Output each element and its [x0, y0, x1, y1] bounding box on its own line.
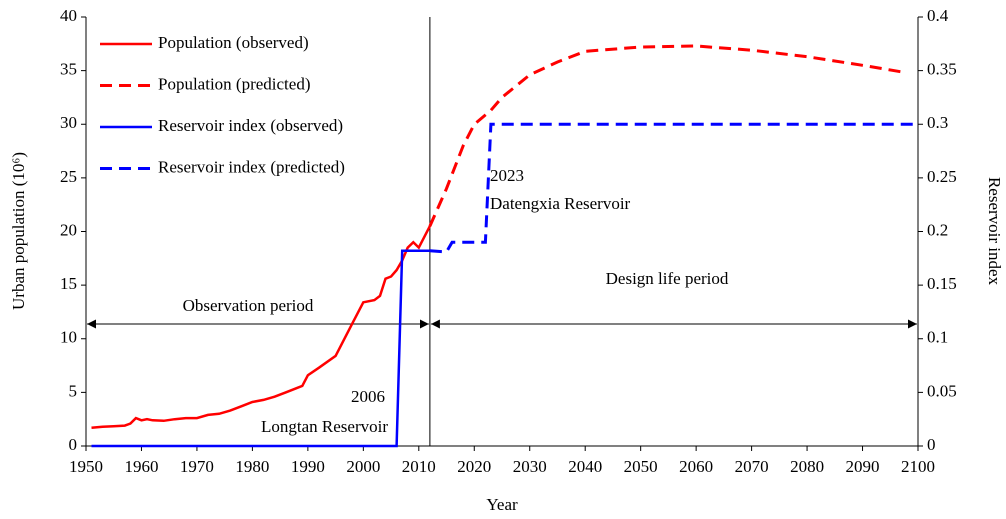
y2-tick-label: 0.05 — [927, 381, 957, 400]
annotation: 2006 — [351, 387, 385, 406]
y-tick-label: 0 — [69, 435, 78, 454]
x-tick-label: 2020 — [457, 457, 491, 476]
y-axis-title: Urban population (10⁶) — [9, 152, 28, 310]
x-tick-label: 2100 — [901, 457, 935, 476]
annotation: Observation period — [183, 296, 314, 315]
x-tick-label: 2010 — [402, 457, 436, 476]
y-tick-label: 20 — [60, 220, 77, 239]
legend-label: Reservoir index (observed) — [158, 116, 343, 135]
x-tick-label: 2030 — [513, 457, 547, 476]
x-tick-label: 1960 — [124, 457, 158, 476]
x-tick-label: 2050 — [624, 457, 658, 476]
y2-tick-label: 0.15 — [927, 274, 957, 293]
annotation: 2023 — [490, 166, 524, 185]
y2-tick-label: 0.35 — [927, 60, 957, 79]
series-line — [91, 249, 430, 448]
y2-tick-label: 0 — [927, 435, 936, 454]
y-tick-label: 30 — [60, 113, 77, 132]
annotation: Longtan Reservoir — [261, 417, 388, 436]
x-tick-label: 1950 — [69, 457, 103, 476]
y-tick-label: 35 — [60, 60, 77, 79]
x-tick-label: 2040 — [568, 457, 602, 476]
x-axis-title: Year — [486, 495, 518, 514]
y-tick-label: 5 — [69, 381, 78, 400]
y2-axis-title: Reservoir index — [985, 177, 1004, 286]
y2-tick-label: 0.3 — [927, 113, 948, 132]
x-tick-label: 1980 — [235, 457, 269, 476]
x-tick-label: 2000 — [346, 457, 380, 476]
x-tick-label: 1990 — [291, 457, 325, 476]
y-tick-label: 25 — [60, 167, 77, 186]
x-tick-label: 1970 — [180, 457, 214, 476]
series-line — [91, 225, 432, 430]
y-tick-label: 40 — [60, 6, 77, 25]
series-line — [429, 122, 918, 254]
series-line — [428, 44, 908, 227]
legend-label: Population (observed) — [158, 33, 309, 52]
y2-tick-label: 0.4 — [927, 6, 949, 25]
y2-tick-label: 0.1 — [927, 328, 948, 347]
annotation: Design life period — [606, 269, 729, 288]
y-tick-label: 15 — [60, 274, 77, 293]
y2-tick-label: 0.25 — [927, 167, 957, 186]
x-tick-label: 2080 — [790, 457, 824, 476]
annotation: Datengxia Reservoir — [490, 194, 631, 213]
legend-label: Reservoir index (predicted) — [158, 157, 345, 176]
y-tick-label: 10 — [60, 328, 77, 347]
x-tick-label: 2090 — [846, 457, 880, 476]
y2-tick-label: 0.2 — [927, 220, 948, 239]
legend-label: Population (predicted) — [158, 74, 311, 93]
x-tick-label: 2070 — [735, 457, 769, 476]
x-tick-label: 2060 — [679, 457, 713, 476]
